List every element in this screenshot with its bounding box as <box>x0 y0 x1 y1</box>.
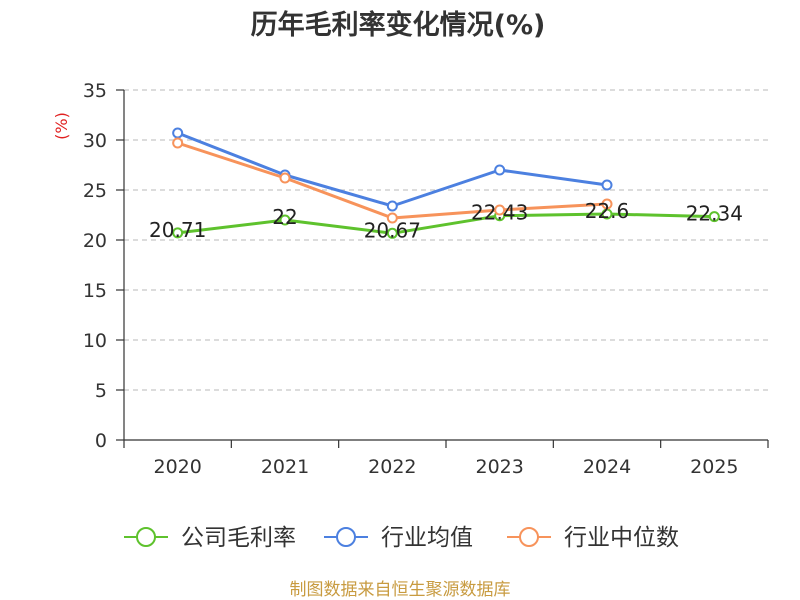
chart-title: 历年毛利率变化情况(%) <box>251 9 546 41</box>
data-point-company-gross-margin-2025 <box>708 211 720 223</box>
legend-item-industry-mean: 行业均值 <box>324 525 473 551</box>
data-point-company-gross-margin-2021 <box>279 214 291 226</box>
x-tick-label-2021: 2021 <box>261 456 309 478</box>
x-tick-label-2024: 2024 <box>583 456 631 478</box>
y-tick-label-35: 35 <box>83 80 107 102</box>
data-label-company-gross-margin-2025: 22.34 <box>686 202 743 226</box>
data-point-industry-mean-2023 <box>494 164 506 176</box>
data-point-company-gross-margin-2022 <box>386 227 398 239</box>
y-tick-label-5: 5 <box>95 380 107 402</box>
legend-item-company-gross-margin: 公司毛利率 <box>124 525 296 551</box>
data-labels: 20.71 22 20.67 22.43 22.6 22.34 <box>149 199 743 242</box>
y-tick-label-30: 30 <box>83 130 107 152</box>
data-label-company-gross-margin-2020: 20.71 <box>149 218 206 242</box>
data-label-company-gross-margin-2024: 22.6 <box>585 199 630 223</box>
x-tick-label-2020: 2020 <box>153 456 201 478</box>
y-tick-label-25: 25 <box>83 180 107 202</box>
legend-label: 行业中位数 <box>564 525 679 551</box>
data-point-industry-median-2024 <box>601 198 613 210</box>
y-tick-label-0: 0 <box>95 430 107 452</box>
legend-swatch-marker <box>519 527 539 547</box>
series-lines <box>172 127 720 239</box>
data-point-industry-mean-2022 <box>386 200 398 212</box>
legend-label: 行业均值 <box>381 525 473 551</box>
legend-label: 公司毛利率 <box>181 525 296 551</box>
data-point-industry-mean-2020 <box>172 127 184 139</box>
data-label-company-gross-margin-2021: 22 <box>272 205 297 229</box>
x-tick-label-2025: 2025 <box>690 456 738 478</box>
gridlines <box>124 89 768 391</box>
series-line-industry-mean <box>176 131 609 208</box>
data-label-company-gross-margin-2023: 22.43 <box>471 201 528 225</box>
y-tick-label-10: 10 <box>83 330 107 352</box>
y-axis-title: (%) <box>52 112 71 140</box>
data-point-industry-median-2022 <box>386 212 398 224</box>
data-point-company-gross-margin-2020 <box>172 227 184 239</box>
data-point-industry-mean-2024 <box>601 179 613 191</box>
series-line-company-gross-margin <box>176 212 716 235</box>
y-tick-label-20: 20 <box>83 230 107 252</box>
x-tick-label-2023: 2023 <box>475 456 523 478</box>
legend-swatch-marker <box>136 527 156 547</box>
legend: 公司毛利率 行业均值 行业中位数 <box>124 525 679 551</box>
legend-swatch-marker <box>336 527 356 547</box>
y-tick-label-15: 15 <box>83 280 107 302</box>
legend-item-industry-median: 行业中位数 <box>507 525 679 551</box>
data-label-company-gross-margin-2022: 20.67 <box>364 218 421 242</box>
data-point-industry-median-2023 <box>494 204 506 216</box>
data-point-industry-median-2020 <box>172 137 184 149</box>
data-point-industry-median-2021 <box>279 172 291 184</box>
data-source-note: 制图数据来自恒生聚源数据库 <box>290 580 511 600</box>
x-tick-label-2022: 2022 <box>368 456 416 478</box>
